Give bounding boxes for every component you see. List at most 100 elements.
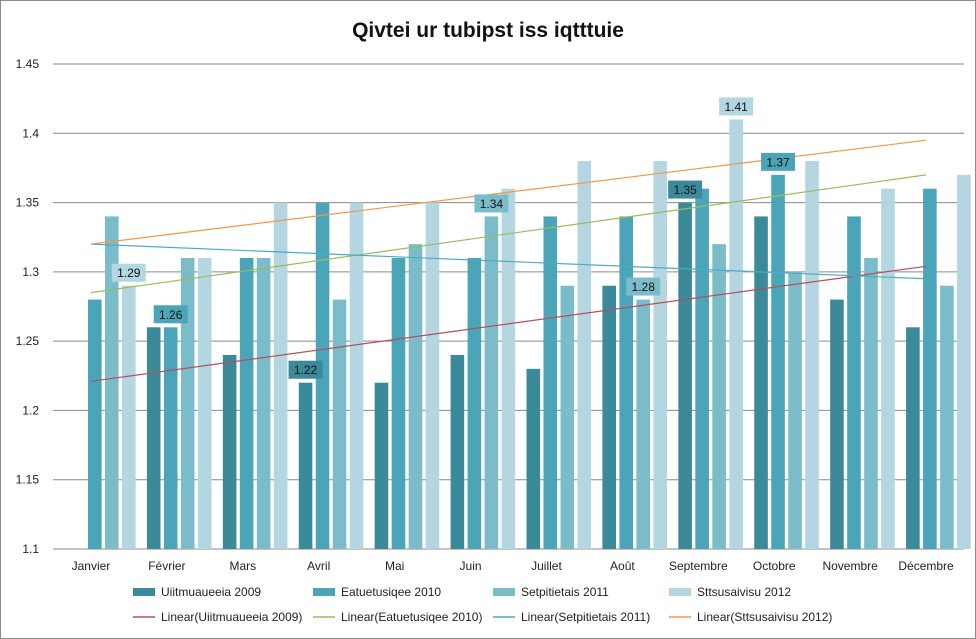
bar — [146, 327, 161, 549]
bar — [906, 327, 920, 549]
bar — [501, 188, 516, 549]
data-label-box — [474, 194, 509, 213]
data-label-box — [111, 263, 146, 282]
data-label: 1.28 — [626, 277, 661, 296]
data-label: 1.41 — [719, 97, 754, 116]
legend-item: Linear(Sttsusaivisu 2012) — [669, 610, 832, 624]
legend-label: Setpitietais 2011 — [521, 585, 609, 599]
data-label-text: 1.35 — [673, 183, 697, 197]
bar — [771, 174, 785, 549]
chart-title: Qivtei ur tubipst iss iqtttuie — [352, 19, 624, 42]
legend-swatch — [133, 588, 155, 596]
data-label-box — [153, 305, 188, 324]
bar — [560, 285, 575, 549]
data-label-box — [719, 97, 754, 116]
legend-item: Linear(Setpitietais 2011) — [493, 610, 650, 624]
data-label-text: 1.41 — [724, 100, 748, 114]
category-label: Avril — [307, 559, 330, 573]
category-label: Août — [610, 559, 635, 573]
bar — [788, 271, 802, 549]
bar — [864, 258, 878, 549]
data-label: 1.34 — [474, 194, 509, 213]
bar — [923, 188, 937, 549]
bars — [88, 119, 971, 550]
y-tick-label: 1.15 — [16, 473, 40, 487]
bar — [273, 202, 288, 550]
trendline — [90, 174, 927, 294]
bar — [619, 216, 634, 549]
bar — [729, 119, 743, 549]
category-label: Mars — [229, 559, 256, 573]
data-label-text: 1.37 — [766, 155, 790, 169]
bar — [754, 216, 768, 549]
bar — [830, 299, 844, 549]
data-label-text: 1.22 — [294, 363, 318, 377]
y-tick-label: 1.35 — [16, 196, 40, 210]
bar — [408, 244, 423, 549]
legend-swatch — [493, 588, 515, 596]
bar — [543, 216, 558, 549]
data-label: 1.26 — [153, 305, 188, 324]
legend-item: Linear(Uiitmuaueeia 2009) — [133, 610, 302, 624]
bar — [712, 244, 726, 549]
trendline — [90, 243, 927, 280]
bar — [602, 285, 617, 549]
legend-item: Uiitmuaueeia 2009 — [133, 585, 261, 599]
y-tick-label: 1.2 — [22, 403, 39, 417]
bar — [298, 382, 313, 549]
data-label-text: 1.29 — [117, 266, 141, 280]
data-label-text: 1.28 — [632, 280, 656, 294]
category-label: Novembre — [822, 559, 878, 573]
bar — [256, 258, 271, 549]
bar — [349, 202, 364, 550]
legend-label: Linear(Setpitietais 2011) — [521, 610, 650, 624]
bar — [239, 258, 254, 549]
data-label: 1.37 — [761, 152, 796, 171]
bar — [391, 258, 406, 549]
bar — [374, 382, 389, 549]
data-label-box — [761, 152, 796, 171]
data-label: 1.35 — [668, 180, 703, 199]
bar — [105, 216, 119, 549]
y-tick-label: 1.45 — [16, 57, 40, 71]
trendline — [90, 265, 927, 382]
category-label: Janvier — [72, 559, 111, 573]
legend-item: Linear(Eatuetusiqee 2010) — [313, 610, 482, 624]
legend-label: Linear(Sttsusaivisu 2012) — [697, 610, 832, 624]
x-axis: Janvier Février Mars Avril Mai Juin Juillet Aoû… — [72, 559, 954, 573]
category-label: Mai — [385, 559, 404, 573]
bar — [940, 285, 954, 549]
category-label: Septembre — [669, 559, 728, 573]
bar — [653, 161, 668, 549]
bar — [636, 299, 651, 549]
bar — [467, 258, 482, 549]
bar — [163, 327, 178, 549]
bar — [180, 258, 195, 549]
category-label: Octobre — [753, 559, 796, 573]
data-label-box — [288, 360, 323, 379]
legend-item: Sttsusaivisu 2012 — [669, 585, 791, 599]
bar — [577, 161, 592, 549]
bar — [122, 285, 136, 549]
category-label: Décembre — [898, 559, 954, 573]
bar — [222, 355, 237, 549]
legend-label: Linear(Eatuetusiqee 2010) — [341, 610, 482, 624]
y-tick-label: 1.1 — [22, 542, 39, 556]
bar — [450, 355, 465, 549]
legend: Uiitmuaueeia 2009 Eatuetusiqee 2010 Setpit… — [133, 585, 832, 624]
data-label: 1.22 — [288, 360, 323, 379]
bar — [957, 174, 971, 549]
category-label: Juin — [460, 559, 482, 573]
bar — [526, 368, 541, 549]
data-labels: 1.29 1.26 1.22 1.34 1.28 1.41 1.35 1.37 — [111, 97, 796, 379]
y-tick-label: 1.3 — [22, 265, 39, 279]
category-label: Juillet — [531, 559, 562, 573]
data-label-text: 1.26 — [159, 308, 183, 322]
bar — [88, 299, 102, 549]
legend-label: Uiitmuaueeia 2009 — [161, 585, 261, 599]
legend-item: Setpitietais 2011 — [493, 585, 609, 599]
data-label-text: 1.34 — [480, 197, 504, 211]
data-label-box — [668, 180, 703, 199]
